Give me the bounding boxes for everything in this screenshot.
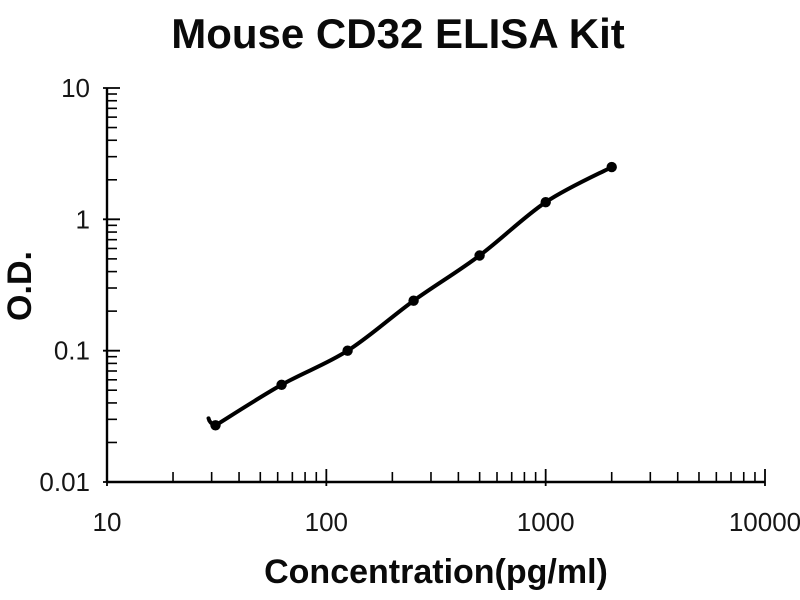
x-tick-label: 100 (305, 507, 348, 537)
y-tick-label: 1 (76, 204, 90, 234)
x-axis-title: Concentration(pg/ml) (264, 553, 608, 591)
data-point-marker (342, 345, 353, 356)
data-point-marker (474, 250, 485, 261)
data-point-marker (540, 197, 551, 208)
x-tick-label: 10000 (729, 507, 800, 537)
y-tick-label: 0.1 (54, 336, 90, 366)
x-tick-label: 10 (93, 507, 122, 537)
data-point-marker (408, 295, 419, 306)
y-tick-label: 10 (61, 73, 90, 103)
y-tick-label: 0.01 (39, 467, 90, 497)
data-point-marker (276, 379, 287, 390)
standard-curve-line (206, 165, 614, 428)
x-tick-label: 1000 (517, 507, 575, 537)
data-point-marker (606, 161, 617, 173)
chart-title: Mouse CD32 ELISA Kit (171, 10, 625, 57)
data-point-marker (210, 420, 221, 431)
